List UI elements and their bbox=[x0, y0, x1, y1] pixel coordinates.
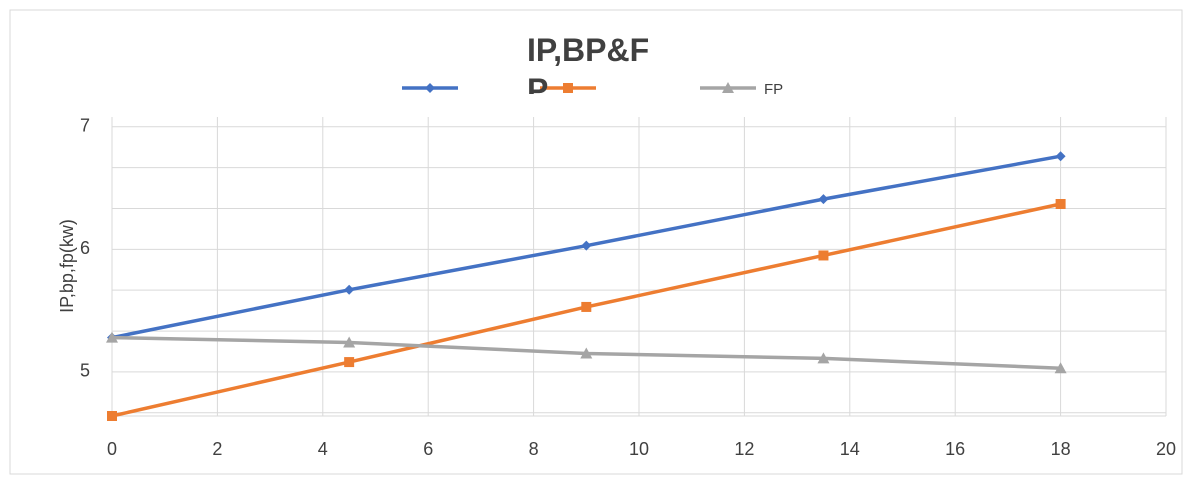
y-tick-label: 7 bbox=[80, 116, 90, 136]
x-tick-label: 8 bbox=[529, 439, 539, 459]
x-tick-label: 12 bbox=[734, 439, 754, 459]
grid bbox=[111, 117, 1167, 417]
chart-border bbox=[9, 9, 1183, 475]
marker bbox=[107, 411, 117, 421]
marker bbox=[1054, 362, 1067, 374]
marker bbox=[818, 194, 829, 205]
x-tick-label: 2 bbox=[212, 439, 222, 459]
marker bbox=[581, 240, 592, 251]
x-tick-label: 10 bbox=[629, 439, 649, 459]
legend-label: FP bbox=[764, 81, 783, 98]
marker bbox=[425, 83, 435, 93]
marker bbox=[344, 284, 355, 295]
marker bbox=[1055, 151, 1066, 162]
marker bbox=[563, 83, 573, 93]
marker bbox=[581, 301, 592, 312]
x-tick-label: 18 bbox=[1051, 439, 1071, 459]
x-tick-label: 0 bbox=[107, 439, 117, 459]
x-tick-label: 6 bbox=[423, 439, 433, 459]
marker bbox=[817, 352, 830, 364]
marker bbox=[106, 331, 118, 343]
y-axis-label: IP,bp,fp(kw) bbox=[57, 219, 77, 313]
y-tick-label: 5 bbox=[80, 361, 90, 381]
plot bbox=[106, 151, 1067, 421]
x-tick-label: 4 bbox=[318, 439, 328, 459]
marker bbox=[343, 336, 356, 348]
x-tick-label: 20 bbox=[1156, 439, 1176, 459]
x-tick-label: 14 bbox=[840, 439, 860, 459]
y-tick-label: 6 bbox=[80, 238, 90, 258]
marker bbox=[722, 82, 734, 93]
marker bbox=[818, 250, 829, 261]
marker bbox=[344, 357, 355, 368]
x-tick-label: 16 bbox=[945, 439, 965, 459]
marker bbox=[1055, 199, 1066, 210]
chart-title: IP,BP&FP bbox=[527, 32, 650, 94]
marker bbox=[580, 347, 593, 359]
